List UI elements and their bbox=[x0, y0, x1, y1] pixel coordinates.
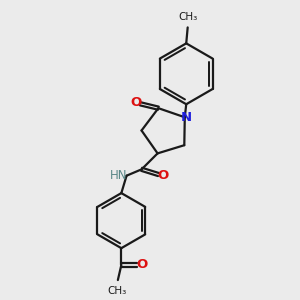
Text: CH₃: CH₃ bbox=[108, 286, 127, 296]
Text: O: O bbox=[136, 259, 148, 272]
Text: HN: HN bbox=[110, 169, 127, 182]
Text: O: O bbox=[130, 96, 141, 109]
Text: CH₃: CH₃ bbox=[178, 12, 198, 22]
Text: O: O bbox=[158, 169, 169, 182]
Text: N: N bbox=[180, 111, 191, 124]
